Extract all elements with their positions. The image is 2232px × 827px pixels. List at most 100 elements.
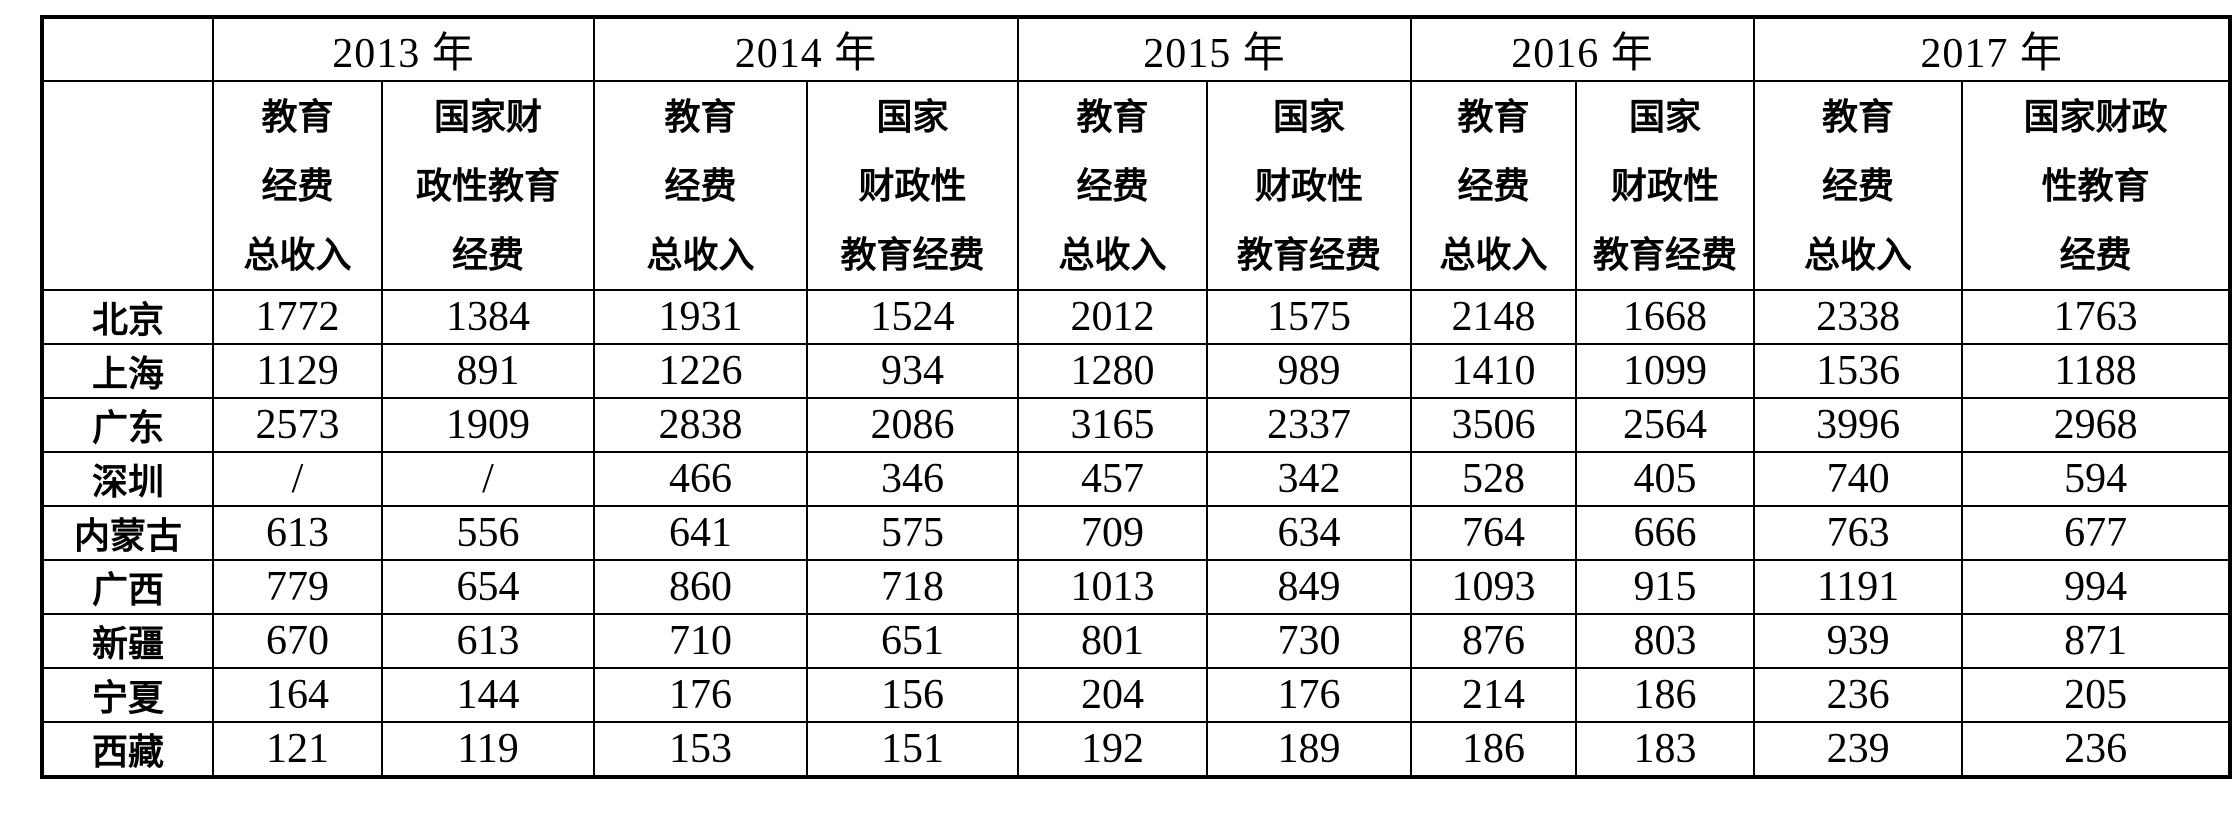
data-cell: 730 [1206, 613, 1413, 669]
data-cell: 709 [1017, 505, 1209, 561]
data-cell: 176 [1206, 667, 1413, 723]
data-cell: 3165 [1017, 397, 1209, 453]
data-cell: 1188 [1961, 343, 2232, 399]
subheader-2016-state-fiscal: 国家 财政性 教育经费 [1575, 80, 1756, 291]
data-cell: 939 [1753, 613, 1964, 669]
data-cell: 156 [806, 667, 1020, 723]
data-cell: 1668 [1575, 289, 1756, 345]
data-cell: 891 [380, 343, 596, 399]
data-cell: 654 [380, 559, 596, 615]
subheader-2013-total-income: 教育 经费 总收入 [212, 80, 383, 291]
data-cell: 613 [380, 613, 596, 669]
data-cell: 2564 [1575, 397, 1756, 453]
data-cell: 641 [593, 505, 809, 561]
subheader-2015-state-fiscal: 国家 财政性 教育经费 [1206, 80, 1413, 291]
data-cell: 556 [380, 505, 596, 561]
data-cell: 2337 [1206, 397, 1413, 453]
subheader-2014-total-income: 教育 经费 总收入 [593, 80, 809, 291]
data-cell: 1763 [1961, 289, 2232, 345]
year-header-row: 2013 年 2014 年 2015 年 2016 年 2017 年 [41, 16, 2232, 82]
table-row-beijing: 北京 1772 1384 1931 1524 2012 1575 2148 16… [41, 289, 2232, 345]
data-cell: 710 [593, 613, 809, 669]
data-cell: 1093 [1410, 559, 1578, 615]
data-cell: 405 [1575, 451, 1756, 507]
data-cell: 740 [1753, 451, 1964, 507]
subheader-2017-state-fiscal: 国家财政 性教育 经费 [1961, 80, 2232, 291]
year-header-2016: 2016 年 [1410, 16, 1756, 82]
data-cell: 634 [1206, 505, 1413, 561]
data-cell: 677 [1961, 505, 2232, 561]
table-row-guangxi: 广西 779 654 860 718 1013 849 1093 915 119… [41, 559, 2232, 615]
data-cell: 934 [806, 343, 1020, 399]
data-cell: 1536 [1753, 343, 1964, 399]
data-cell: 803 [1575, 613, 1756, 669]
data-cell: 994 [1961, 559, 2232, 615]
data-cell: 670 [212, 613, 383, 669]
data-cell: 342 [1206, 451, 1413, 507]
data-cell: 2573 [212, 397, 383, 453]
data-cell: 192 [1017, 721, 1209, 778]
data-cell: 1909 [380, 397, 596, 453]
data-cell: 779 [212, 559, 383, 615]
data-cell: 2838 [593, 397, 809, 453]
year-header-2015: 2015 年 [1017, 16, 1413, 82]
data-cell: 189 [1206, 721, 1413, 778]
region-cell: 北京 [41, 289, 214, 345]
data-cell: 1384 [380, 289, 596, 345]
data-cell: 1931 [593, 289, 809, 345]
year-header-2013: 2013 年 [211, 16, 596, 82]
subheader-2015-total-income: 教育 经费 总收入 [1017, 80, 1209, 291]
data-cell: 121 [212, 721, 383, 778]
data-cell: 236 [1961, 721, 2232, 778]
data-cell: 1226 [593, 343, 809, 399]
data-cell: 3996 [1753, 397, 1964, 453]
subheader-row: 教育 经费 总收入 国家财 政性教育 经费 教育 经费 总收入 国家 财政性 教… [41, 80, 2232, 291]
data-cell: 164 [212, 667, 383, 723]
data-cell: 153 [593, 721, 809, 778]
data-cell: 144 [380, 667, 596, 723]
table-row-ningxia: 宁夏 164 144 176 156 204 176 214 186 236 2… [41, 667, 2232, 723]
data-cell: 186 [1410, 721, 1578, 778]
region-cell: 上海 [41, 343, 214, 399]
region-cell: 新疆 [41, 613, 214, 669]
region-cell: 西藏 [41, 721, 214, 778]
subheader-2017-total-income: 教育 经费 总收入 [1753, 80, 1964, 291]
subheader-2016-total-income: 教育 经费 总收入 [1410, 80, 1578, 291]
data-cell: 2968 [1961, 397, 2232, 453]
data-cell: 871 [1961, 613, 2232, 669]
data-cell: 466 [593, 451, 809, 507]
data-cell: 801 [1017, 613, 1209, 669]
data-cell: 764 [1410, 505, 1578, 561]
data-cell: / [212, 451, 383, 507]
data-cell: 239 [1753, 721, 1964, 778]
data-cell: 613 [212, 505, 383, 561]
data-cell: 915 [1575, 559, 1756, 615]
subheader-2013-state-fiscal: 国家财 政性教育 经费 [380, 80, 596, 291]
data-cell: 176 [593, 667, 809, 723]
data-cell: 1575 [1206, 289, 1413, 345]
table-row-guangdong: 广东 2573 1909 2838 2086 3165 2337 3506 25… [41, 397, 2232, 453]
data-cell: 528 [1410, 451, 1578, 507]
data-cell: / [380, 451, 596, 507]
data-cell: 186 [1575, 667, 1756, 723]
data-cell: 989 [1206, 343, 1413, 399]
data-cell: 204 [1017, 667, 1209, 723]
data-cell: 183 [1575, 721, 1756, 778]
data-cell: 1013 [1017, 559, 1209, 615]
data-cell: 763 [1753, 505, 1964, 561]
data-cell: 1129 [212, 343, 383, 399]
data-cell: 236 [1753, 667, 1964, 723]
corner-cell [41, 16, 214, 82]
region-cell: 宁夏 [41, 667, 214, 723]
data-cell: 718 [806, 559, 1020, 615]
data-cell: 1410 [1410, 343, 1578, 399]
data-cell: 457 [1017, 451, 1209, 507]
data-cell: 849 [1206, 559, 1413, 615]
region-cell: 深圳 [41, 451, 214, 507]
data-cell: 1524 [806, 289, 1020, 345]
data-cell: 151 [806, 721, 1020, 778]
data-cell: 666 [1575, 505, 1756, 561]
data-cell: 3506 [1410, 397, 1578, 453]
data-cell: 2086 [806, 397, 1020, 453]
